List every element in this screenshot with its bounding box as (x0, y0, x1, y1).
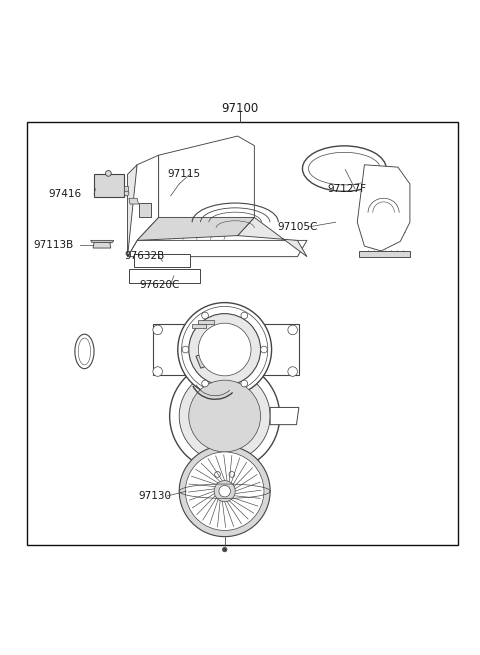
Polygon shape (158, 136, 254, 236)
Text: 97130: 97130 (139, 491, 171, 501)
Circle shape (214, 481, 235, 502)
Polygon shape (91, 240, 114, 242)
Bar (94, 174, 124, 197)
Circle shape (179, 371, 270, 462)
Circle shape (222, 547, 227, 552)
Polygon shape (129, 198, 139, 204)
Circle shape (261, 346, 267, 353)
Circle shape (202, 312, 208, 319)
Ellipse shape (78, 338, 91, 365)
Text: 97416: 97416 (48, 189, 82, 199)
Bar (129, 269, 200, 284)
Polygon shape (270, 407, 299, 424)
Text: 97127F: 97127F (327, 183, 366, 194)
Polygon shape (357, 165, 410, 251)
Circle shape (178, 303, 272, 396)
Polygon shape (93, 242, 111, 248)
Bar (27, 122, 458, 545)
Circle shape (153, 367, 162, 377)
Polygon shape (128, 165, 137, 257)
Circle shape (215, 472, 220, 477)
Circle shape (179, 445, 270, 536)
Circle shape (229, 472, 235, 477)
Polygon shape (238, 217, 307, 257)
Text: 97632B: 97632B (124, 251, 165, 261)
Text: 97105C: 97105C (277, 222, 318, 232)
Text: 97113B: 97113B (33, 240, 73, 250)
Bar (124, 186, 129, 193)
Polygon shape (359, 251, 410, 257)
Circle shape (181, 307, 268, 392)
Text: 97620C: 97620C (140, 280, 180, 290)
Polygon shape (198, 320, 214, 324)
Polygon shape (192, 324, 206, 328)
Ellipse shape (309, 153, 380, 185)
Circle shape (189, 314, 261, 385)
Polygon shape (137, 217, 254, 240)
Circle shape (182, 346, 189, 353)
Circle shape (169, 361, 280, 471)
Polygon shape (128, 155, 158, 257)
Circle shape (198, 323, 251, 376)
Polygon shape (128, 240, 307, 257)
Circle shape (189, 380, 261, 452)
Text: 97115: 97115 (167, 170, 200, 179)
Ellipse shape (302, 146, 386, 191)
Bar (153, 324, 299, 375)
Circle shape (153, 325, 162, 335)
Circle shape (288, 325, 298, 335)
Polygon shape (222, 482, 227, 486)
Circle shape (241, 380, 248, 387)
Circle shape (185, 452, 264, 531)
Text: 97100: 97100 (221, 102, 259, 115)
Circle shape (241, 312, 248, 319)
Polygon shape (196, 349, 220, 368)
Circle shape (288, 367, 298, 377)
Circle shape (124, 191, 129, 196)
Bar (134, 253, 190, 267)
Circle shape (202, 380, 208, 387)
Circle shape (106, 170, 111, 176)
Circle shape (219, 485, 230, 497)
Polygon shape (140, 203, 152, 217)
Ellipse shape (75, 334, 94, 369)
